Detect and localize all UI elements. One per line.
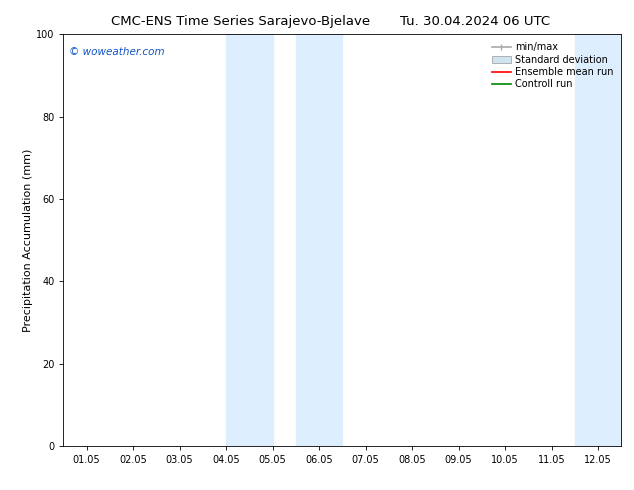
Text: © woweather.com: © woweather.com — [69, 47, 165, 57]
Bar — [226, 34, 273, 446]
Text: Tu. 30.04.2024 06 UTC: Tu. 30.04.2024 06 UTC — [401, 15, 550, 28]
Bar — [296, 34, 342, 446]
Legend: min/max, Standard deviation, Ensemble mean run, Controll run: min/max, Standard deviation, Ensemble me… — [489, 39, 616, 92]
Y-axis label: Precipitation Accumulation (mm): Precipitation Accumulation (mm) — [23, 148, 33, 332]
Text: CMC-ENS Time Series Sarajevo-Bjelave: CMC-ENS Time Series Sarajevo-Bjelave — [112, 15, 370, 28]
Bar — [575, 34, 621, 446]
